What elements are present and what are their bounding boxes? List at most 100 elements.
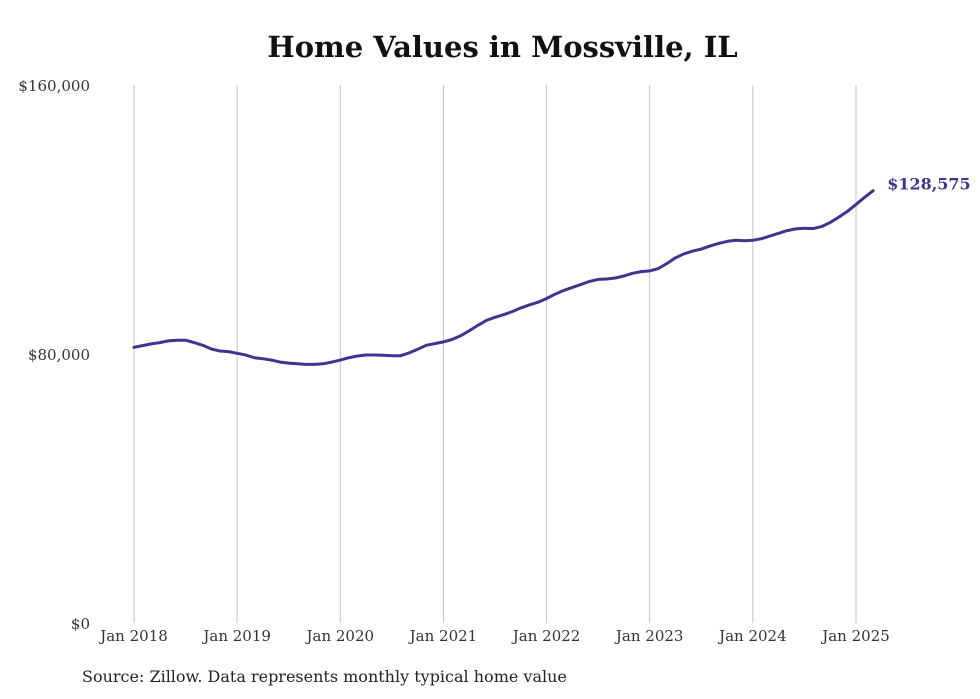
data-point [441, 339, 446, 344]
data-point [862, 195, 867, 200]
data-point [544, 296, 549, 301]
data-point [338, 358, 343, 363]
data-point [398, 353, 403, 358]
data-point [226, 349, 231, 354]
data-point [785, 228, 790, 233]
data-point [192, 340, 197, 345]
data-point [475, 323, 480, 328]
data-point [415, 347, 420, 352]
y-tick-label: $80,000 [28, 346, 90, 364]
data-point [312, 362, 317, 367]
data-point [132, 345, 137, 350]
data-point [218, 349, 223, 354]
data-point [243, 353, 248, 358]
data-point [802, 226, 807, 231]
data-point [793, 226, 798, 231]
data-point [733, 238, 738, 243]
data-point [682, 251, 687, 256]
data-point [493, 315, 498, 320]
data-point [157, 340, 162, 345]
data-point [303, 362, 308, 367]
data-point [536, 300, 541, 305]
data-point [260, 356, 265, 361]
data-point [742, 238, 747, 243]
data-point [768, 234, 773, 239]
data-point [209, 347, 214, 352]
data-point [639, 269, 644, 274]
data-point [407, 351, 412, 356]
data-point [647, 268, 652, 273]
data-point [501, 312, 506, 317]
data-point [854, 202, 859, 207]
data-point [389, 353, 394, 358]
x-tick-label: Jan 2022 [511, 627, 581, 645]
data-point [604, 277, 609, 282]
data-point [845, 209, 850, 214]
y-tick-label: $160,000 [18, 77, 90, 95]
data-point [140, 343, 145, 348]
end-value-label: $128,575 [887, 175, 971, 194]
data-point [149, 341, 154, 346]
data-point [570, 285, 575, 290]
data-point [252, 355, 257, 360]
data-point [321, 361, 326, 366]
y-tick-label: $0 [71, 615, 90, 633]
x-tick-label: Jan 2018 [98, 627, 168, 645]
data-point [750, 238, 755, 243]
data-point [175, 338, 180, 343]
data-point [553, 292, 558, 297]
chart-title: Home Values in Mossville, IL [267, 30, 738, 64]
data-point [355, 354, 360, 359]
y-axis-labels: $0 $80,000 $160,000 [18, 77, 90, 633]
data-point [613, 276, 618, 281]
data-point [183, 338, 188, 343]
data-point [484, 318, 489, 323]
data-point [424, 343, 429, 348]
data-point [527, 302, 532, 307]
data-point [828, 220, 833, 225]
data-point [381, 353, 386, 358]
data-point [561, 288, 566, 293]
data-point [432, 341, 437, 346]
data-point [295, 361, 300, 366]
data-point [200, 343, 205, 348]
x-tick-label: Jan 2021 [408, 627, 478, 645]
data-point [836, 215, 841, 220]
source-note: Source: Zillow. Data represents monthly … [82, 667, 567, 686]
data-point [518, 305, 523, 310]
data-point [329, 360, 334, 365]
data-point [364, 353, 369, 358]
data-point [587, 279, 592, 284]
data-point [596, 277, 601, 282]
data-point [579, 282, 584, 287]
data-point [699, 247, 704, 252]
data-point [725, 239, 730, 244]
x-tick-label: Jan 2025 [820, 627, 890, 645]
x-tick-label: Jan 2024 [717, 627, 787, 645]
data-point [286, 361, 291, 366]
x-tick-label: Jan 2019 [201, 627, 271, 645]
data-point [759, 236, 764, 241]
data-point [656, 266, 661, 271]
data-point [467, 328, 472, 333]
data-point [450, 337, 455, 342]
data-point [707, 244, 712, 249]
data-point [278, 360, 283, 365]
x-tick-label: Jan 2020 [305, 627, 375, 645]
data-point [664, 261, 669, 266]
x-axis-labels: Jan 2018 Jan 2019 Jan 2020 Jan 2021 Jan 2022… [98, 627, 890, 645]
series-line [132, 189, 875, 366]
data-point [690, 249, 695, 254]
data-point [776, 231, 781, 236]
data-point [346, 355, 351, 360]
data-point [458, 333, 463, 338]
data-point [871, 188, 876, 193]
data-point [673, 255, 678, 260]
data-point [235, 351, 240, 356]
data-point [630, 271, 635, 276]
data-point [621, 274, 626, 279]
x-tick-label: Jan 2023 [614, 627, 684, 645]
data-point [166, 338, 171, 343]
data-point [811, 226, 816, 231]
